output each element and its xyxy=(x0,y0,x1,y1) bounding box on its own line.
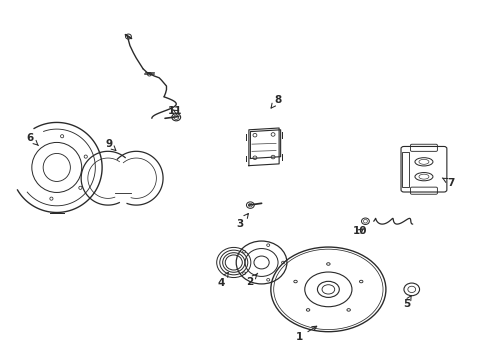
Text: 11: 11 xyxy=(168,106,182,116)
Text: 3: 3 xyxy=(236,213,248,229)
Text: 4: 4 xyxy=(217,273,228,288)
Text: 2: 2 xyxy=(245,273,257,287)
Text: 8: 8 xyxy=(270,95,281,108)
Text: 6: 6 xyxy=(26,133,39,145)
Text: 7: 7 xyxy=(442,178,454,188)
Text: 1: 1 xyxy=(295,326,316,342)
Text: 10: 10 xyxy=(352,226,367,236)
Text: 9: 9 xyxy=(105,139,116,150)
Bar xyxy=(401,152,408,186)
Text: 5: 5 xyxy=(402,296,410,309)
